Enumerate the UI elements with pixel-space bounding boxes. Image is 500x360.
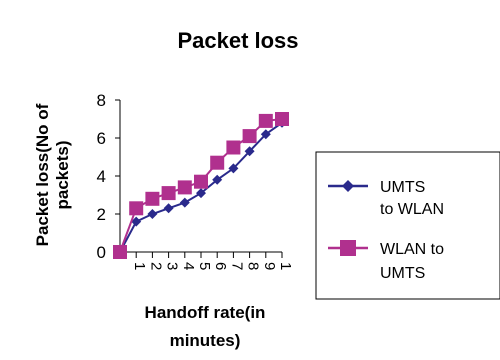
series-0-point-5 — [196, 188, 206, 199]
series-0-point-9 — [260, 129, 271, 140]
series-1-point-7 — [226, 140, 241, 155]
x-tick-label-4: 5 — [196, 262, 213, 270]
x-tick-label-8: 9 — [261, 262, 278, 270]
series-1-point-8 — [242, 129, 257, 144]
y-tick-label-1: 2 — [97, 205, 106, 224]
series-1-point-6 — [210, 155, 225, 170]
x-tick-label-0: 1 — [131, 262, 148, 270]
y-axis-label-line-2: packets) — [53, 141, 72, 210]
x-axis-label-line-2: minutes) — [170, 331, 241, 350]
y-tick-label-0: 0 — [97, 243, 106, 262]
series-1-point-9 — [258, 113, 273, 128]
x-tick-label-9: 1 — [277, 262, 294, 270]
series-0-point-1 — [131, 216, 142, 227]
chart-title: Packet loss — [177, 28, 298, 53]
legend: UMTS to WLAN WLAN to UMTS — [315, 151, 500, 300]
x-tick-label-7: 8 — [245, 262, 262, 270]
series-1 — [113, 112, 289, 259]
legend-square-marker — [340, 240, 356, 256]
series-0 — [115, 117, 287, 257]
x-tick-label-6: 7 — [228, 262, 245, 270]
series-0-point-6 — [212, 174, 223, 185]
series-1-point-0 — [113, 245, 127, 259]
y-tick-label-4: 8 — [97, 91, 106, 110]
y-tick-label-3: 6 — [97, 129, 106, 148]
series-0-point-7 — [228, 163, 239, 174]
x-tick-label-1: 2 — [147, 262, 164, 270]
legend-label-umts-to-wlan-line-2: to WLAN — [380, 201, 444, 218]
series-1-point-3 — [161, 186, 176, 201]
x-tick-label-3: 4 — [180, 262, 197, 270]
legend-diamond-marker — [342, 180, 354, 192]
series-1-point-5 — [194, 174, 208, 189]
series-0-point-8 — [244, 146, 255, 157]
y-axis-label-line-1: Packet loss(No of — [33, 103, 52, 246]
y-tick-label-2: 4 — [97, 167, 106, 186]
series-1-point-10 — [275, 112, 289, 126]
legend-label-umts-to-wlan-line-1: UMTS — [380, 179, 425, 196]
series-1-point-2 — [145, 191, 160, 206]
x-axis-label-line-1: Handoff rate(in — [145, 303, 266, 322]
legend-box — [315, 151, 500, 300]
series-1-point-4 — [177, 180, 192, 195]
x-tick-label-5: 6 — [212, 262, 229, 270]
legend-label-wlan-to-umts-line-2: UMTS — [380, 265, 425, 282]
series-0-point-3 — [163, 203, 174, 214]
series-0-point-4 — [179, 197, 190, 208]
series-1-point-1 — [129, 201, 144, 216]
x-tick-label-2: 3 — [164, 262, 181, 270]
y-axis-label: Packet loss(No of packets) — [33, 103, 72, 246]
series-0-point-2 — [147, 209, 158, 219]
legend-label-wlan-to-umts-line-1: WLAN to — [380, 241, 444, 258]
